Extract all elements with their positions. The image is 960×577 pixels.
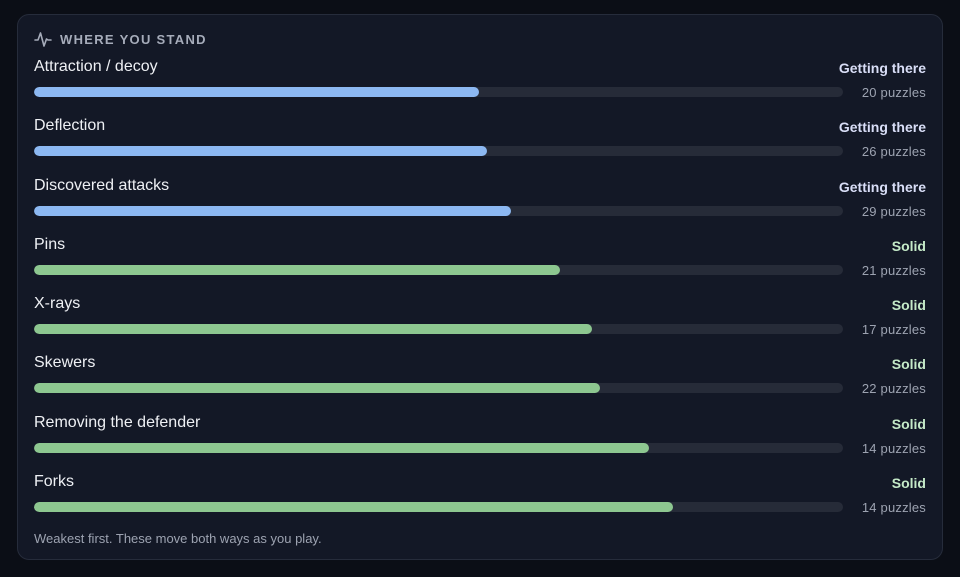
puzzle-count: 26 puzzles — [861, 144, 926, 160]
skill-status: Getting there — [838, 178, 926, 195]
skill-label: Discovered attacks — [34, 176, 170, 194]
skill-label: X-rays — [34, 295, 81, 313]
progress-fill — [34, 264, 560, 275]
card-header: Where you stand — [34, 29, 207, 49]
skill-status: Getting there — [838, 119, 926, 136]
progress-fill — [34, 87, 479, 97]
progress-track — [34, 324, 843, 335]
progress-fill — [34, 502, 674, 513]
skill-label: Pins — [34, 235, 66, 253]
skill-label: Forks — [34, 473, 74, 491]
skill-row: Discovered attacks Getting there 29 puzzle… — [34, 176, 926, 235]
skill-row: X-rays Solid 17 puzzles — [34, 294, 926, 353]
skill-status: Solid — [891, 356, 926, 373]
skill-label: Skewers — [34, 354, 96, 372]
progress-track — [34, 383, 843, 394]
activity-pulse-icon — [34, 30, 52, 48]
progress-track — [34, 205, 843, 216]
puzzle-count: 22 puzzles — [861, 381, 926, 397]
progress-fill — [34, 146, 488, 157]
skill-status: Solid — [891, 297, 926, 314]
skill-row: Deflection Getting there 26 puzzles — [34, 116, 926, 175]
skill-list: Attraction / decoy Getting there 20 puzzle… — [34, 57, 926, 531]
skill-status: Solid — [891, 475, 926, 492]
skill-row: Removing the defender Solid 14 puzzles — [34, 413, 926, 472]
progress-track — [34, 87, 843, 97]
puzzle-count: 20 puzzles — [861, 85, 926, 100]
skill-label: Removing the defender — [34, 413, 201, 431]
progress-fill — [34, 324, 593, 335]
skill-row: Forks Solid 14 puzzles — [34, 472, 926, 531]
puzzle-count: 29 puzzles — [861, 203, 926, 219]
progress-fill — [34, 442, 649, 453]
skill-row: Pins Solid 21 puzzles — [34, 235, 926, 294]
card-title: Where you stand — [60, 31, 207, 47]
footer-note: Weakest first. These move both ways as y… — [34, 531, 322, 546]
progress-track — [34, 442, 843, 453]
skill-label: Deflection — [34, 117, 106, 135]
puzzle-count: 14 puzzles — [861, 500, 926, 516]
skill-status: Solid — [891, 415, 926, 432]
puzzle-count: 17 puzzles — [861, 322, 926, 338]
progress-track — [34, 146, 843, 157]
progress-track — [34, 502, 843, 513]
progress-track — [34, 264, 843, 275]
puzzle-count: 21 puzzles — [861, 262, 926, 278]
skill-row: Skewers Solid 22 puzzles — [34, 353, 926, 412]
skill-label: Attraction / decoy — [34, 58, 158, 75]
where-you-stand-card: Where you stand Attraction / decoy Gettin… — [17, 14, 943, 560]
skill-status: Getting there — [838, 60, 926, 76]
skill-row: Attraction / decoy Getting there 20 puzzle… — [34, 57, 926, 116]
puzzle-count: 14 puzzles — [861, 440, 926, 456]
progress-fill — [34, 383, 601, 394]
progress-fill — [34, 205, 512, 216]
skill-status: Solid — [891, 237, 926, 254]
